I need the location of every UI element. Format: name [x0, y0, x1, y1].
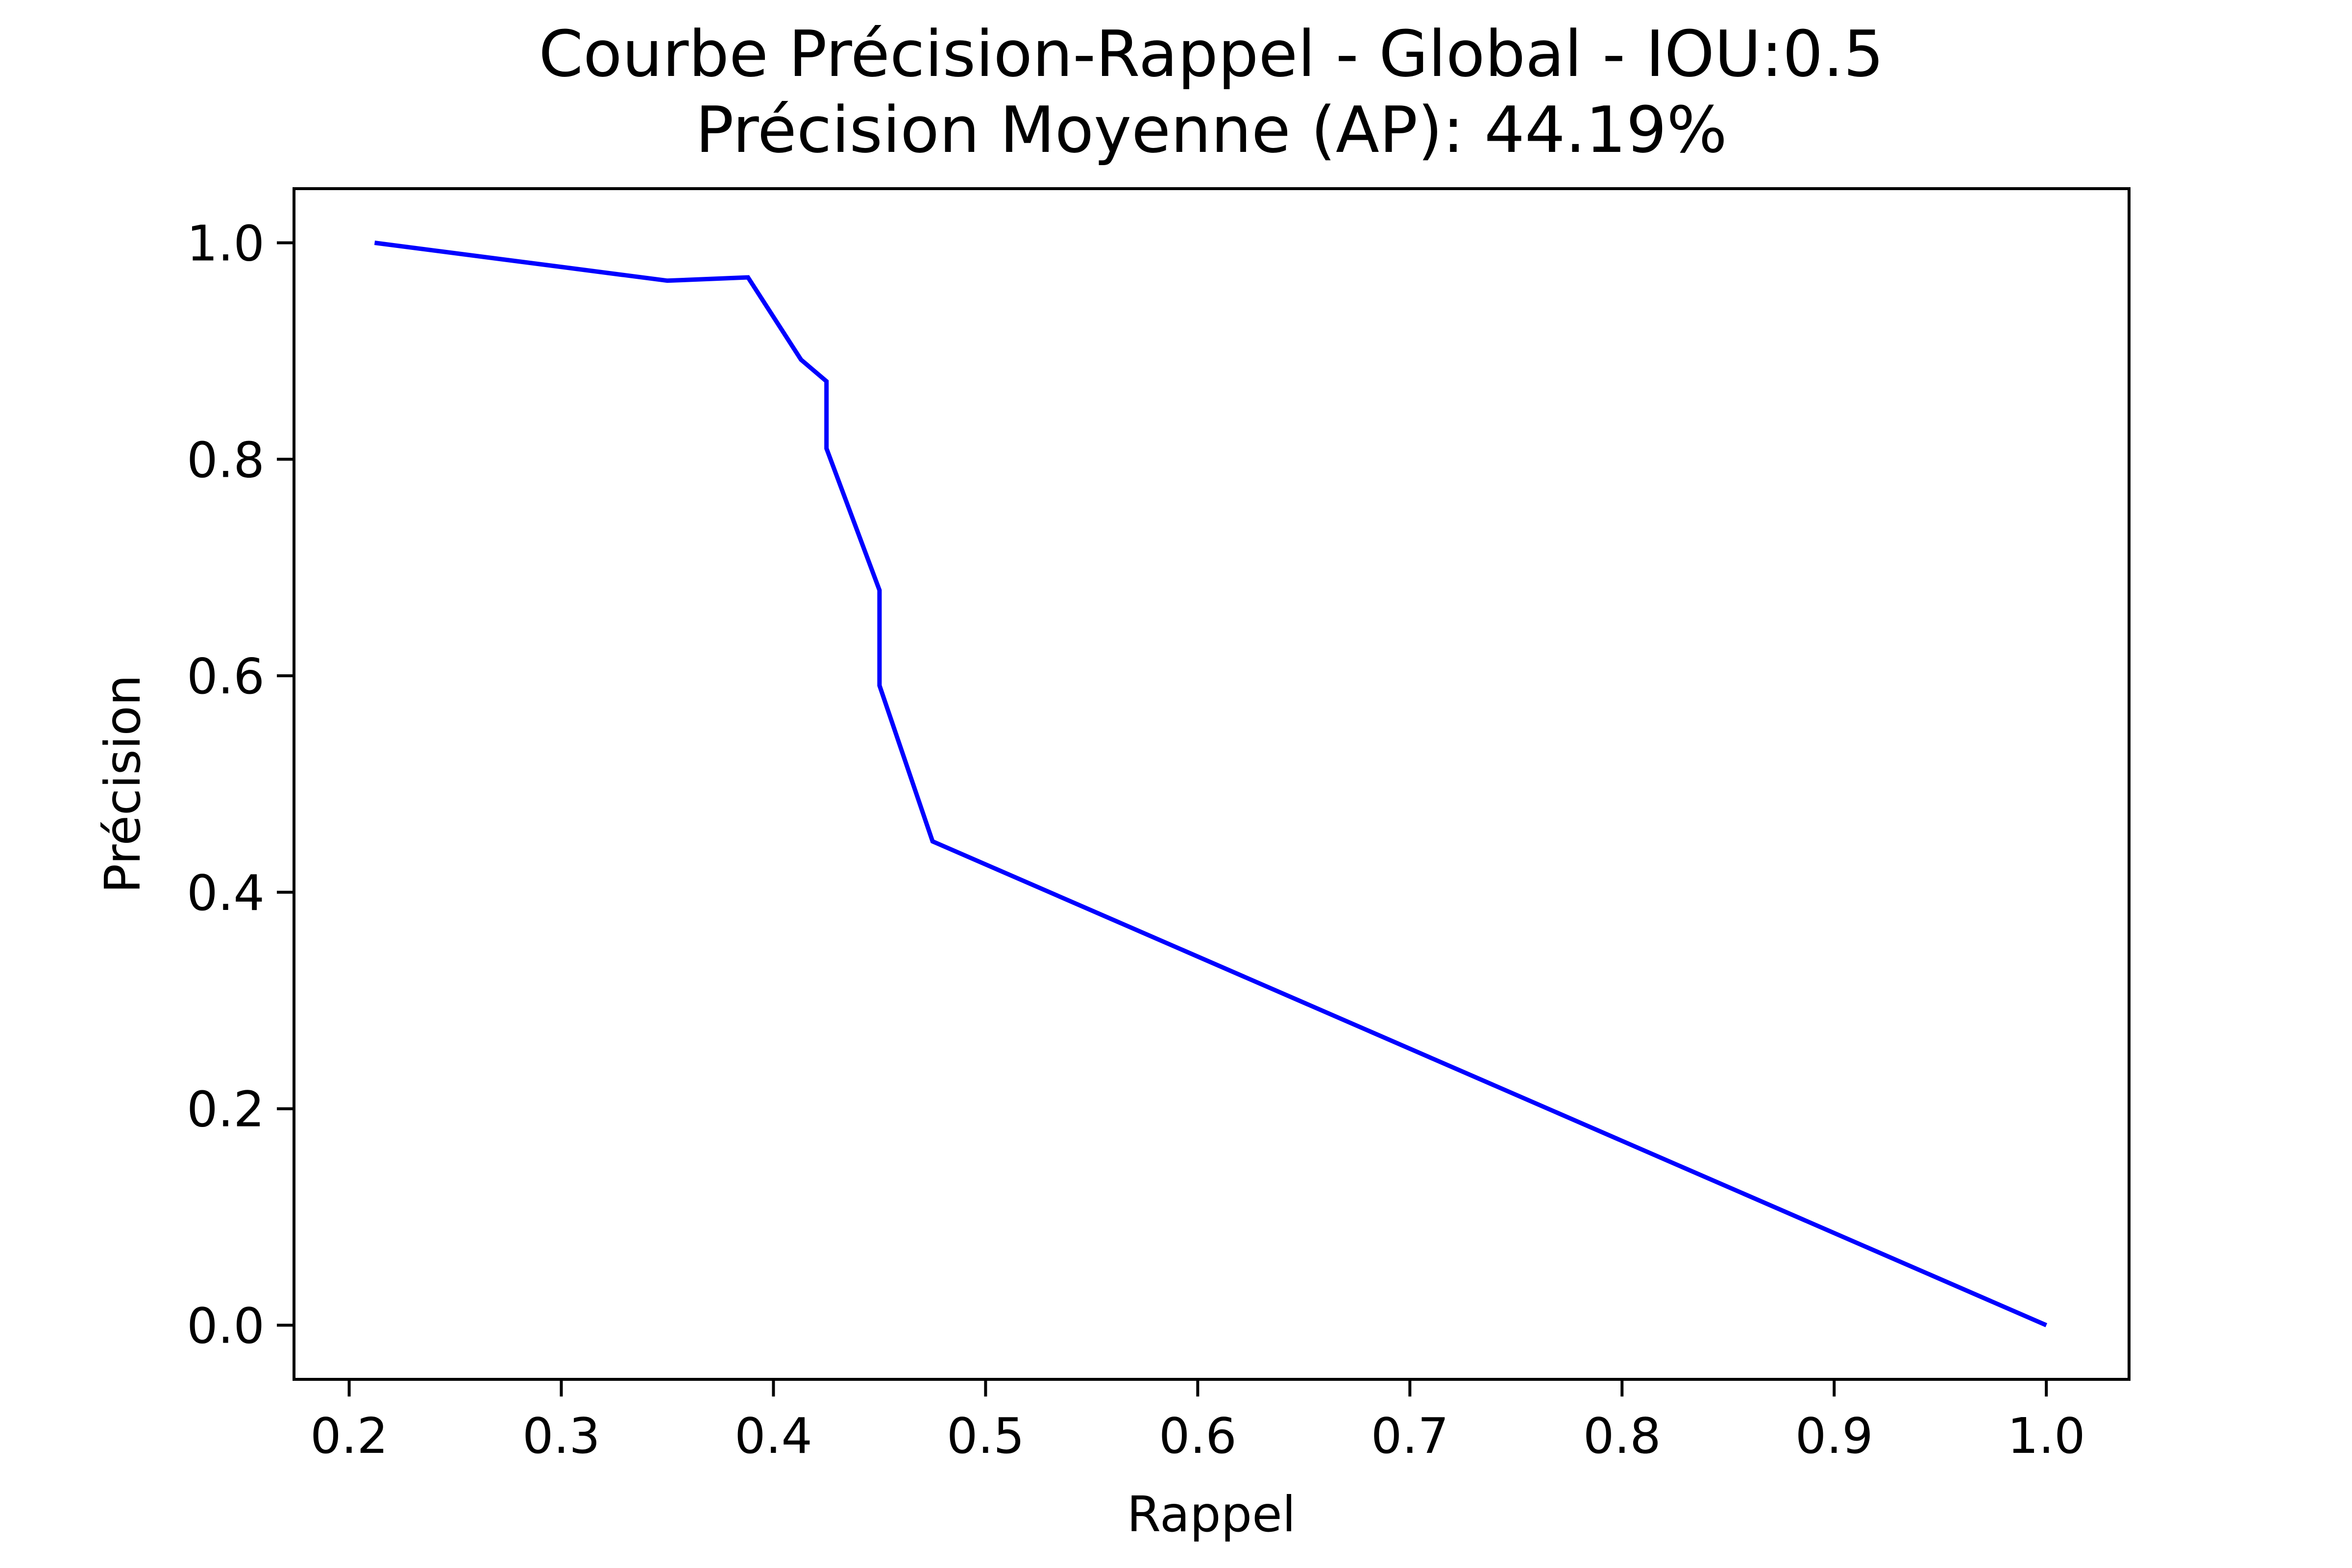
series-line-0: [374, 241, 2047, 1327]
y-tick-label: 1.0: [187, 215, 265, 272]
x-tick-label: 0.3: [522, 1407, 600, 1465]
x-axis-label: Rappel: [1127, 1486, 1296, 1543]
x-tick-label: 0.6: [1159, 1407, 1237, 1465]
y-tick-label: 0.6: [187, 648, 265, 705]
y-axis-label: Précision: [94, 675, 151, 893]
plot-frame: [293, 187, 2131, 1381]
axes-layer: [293, 187, 2131, 1381]
x-tick-label: 0.7: [1371, 1407, 1449, 1465]
y-tick-label: 0.0: [187, 1298, 265, 1355]
x-tick-label: 1.0: [2008, 1407, 2085, 1465]
chart-title: Courbe Précision-Rappel - Global - IOU:0…: [539, 17, 1884, 91]
x-tick-label: 0.5: [947, 1407, 1025, 1465]
chart-subtitle: Précision Moyenne (AP): 44.19%: [695, 93, 1727, 167]
x-tick-label: 0.8: [1583, 1407, 1661, 1465]
x-tick-label: 0.9: [1795, 1407, 1873, 1465]
plot-layer: [374, 241, 2047, 1327]
x-tick-label: 0.4: [735, 1407, 812, 1465]
y-tick-label: 0.8: [187, 431, 265, 489]
y-tick-label: 0.2: [187, 1081, 265, 1138]
text-layer: Courbe Précision-Rappel - Global - IOU:0…: [94, 17, 1884, 1543]
y-tick-label: 0.4: [187, 864, 265, 922]
tick-layer: 0.2 0.3 0.4 0.5 0.6 0.7 0.8 0.9 1.0 0.0 0.2 0.4 0.6 0…: [187, 215, 2085, 1465]
x-tick-label: 0.2: [310, 1407, 388, 1465]
